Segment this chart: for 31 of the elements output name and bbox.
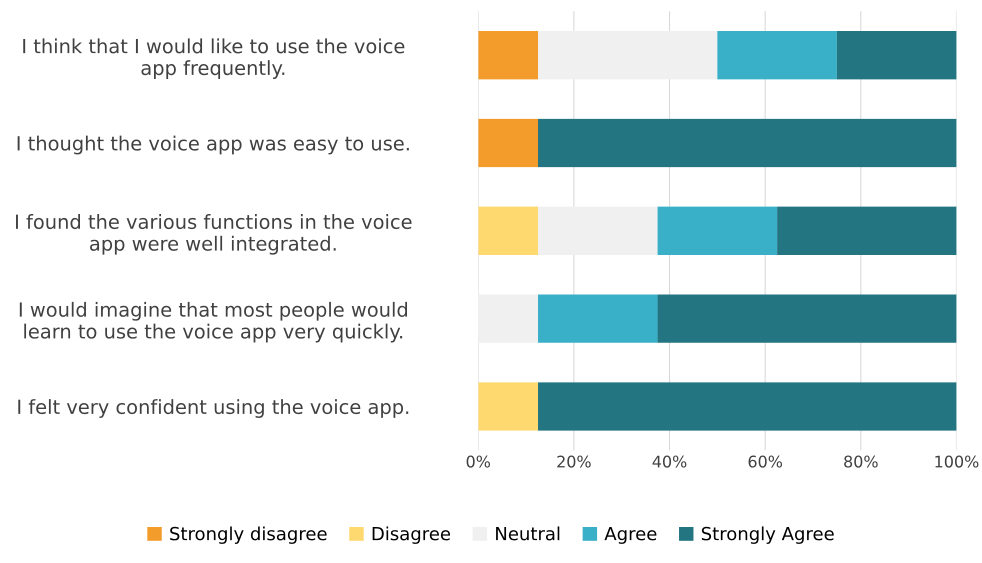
y-tick-label: I felt very confident using the voice app. xyxy=(18,399,408,418)
y-tick-label: I found the various functions in the voice app were well integrated. xyxy=(16,214,412,255)
bar xyxy=(478,294,538,343)
bar xyxy=(658,294,956,343)
legend-label: Neutral xyxy=(496,526,560,540)
bar xyxy=(717,31,837,80)
bar xyxy=(478,31,538,80)
x-tick-label: 40% xyxy=(652,456,686,468)
bar xyxy=(538,206,658,255)
bar xyxy=(538,118,956,168)
y-tick-label: I think that I would like to use the voice app frequently. xyxy=(23,38,404,79)
bar xyxy=(658,206,778,255)
y-tick-label: I thought the voice app was easy to use. xyxy=(18,136,409,154)
y-tick-label: I would imagine that most people would learn to use the voice app very quickly. xyxy=(20,302,407,342)
x-tick-label: 100% xyxy=(935,456,978,468)
bar xyxy=(538,31,718,80)
x-tick-label: 0% xyxy=(466,456,490,468)
bar xyxy=(777,206,956,255)
bar xyxy=(478,118,538,168)
x-tick-label: 60% xyxy=(748,456,782,468)
legend-label: Strongly disagree xyxy=(170,526,327,544)
x-tick-label: 80% xyxy=(844,456,878,468)
bar xyxy=(478,382,538,431)
legend-label: Strongly Agree xyxy=(702,526,834,544)
bar xyxy=(538,294,658,343)
bar xyxy=(538,382,956,431)
x-tick-label: 20% xyxy=(557,456,591,468)
legend-label: Agree xyxy=(604,527,656,544)
legend-label: Disagree xyxy=(372,526,450,544)
bar xyxy=(478,206,538,255)
bar xyxy=(836,31,956,80)
